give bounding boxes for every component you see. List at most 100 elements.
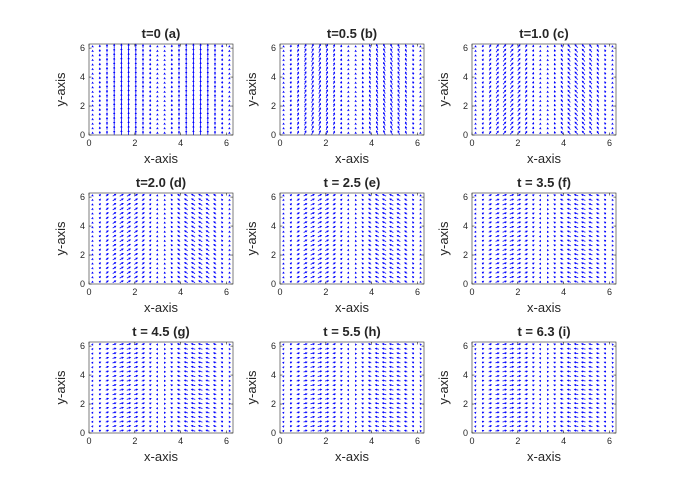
quiver-arrowhead — [283, 78, 285, 79]
quiver-arrowhead — [164, 91, 166, 92]
quiver-arrowhead — [420, 231, 421, 233]
quiver-arrowhead — [612, 268, 613, 270]
quiver-arrowhead — [229, 231, 230, 233]
quiver-arrowhead — [612, 227, 613, 229]
quiver-arrowhead — [355, 281, 356, 283]
quiver-arrowhead — [91, 426, 92, 428]
quiver-arrowhead — [355, 91, 357, 92]
quiver-arrowhead — [547, 91, 549, 92]
quiver-arrowhead — [229, 250, 230, 252]
quiver-arrowhead — [474, 240, 475, 242]
x-axis-label: x-axis — [527, 151, 561, 166]
quiver-arrowhead — [164, 227, 165, 229]
quiver-arrowhead — [539, 46, 541, 47]
quiver-arrowhead — [355, 240, 356, 242]
quiver-arrowhead — [164, 209, 165, 211]
quiver-arrowhead — [229, 96, 231, 97]
quiver-arrowhead — [283, 268, 284, 270]
quiver-arrowhead — [355, 96, 357, 97]
quiver-arrowhead — [92, 69, 94, 70]
subplot-title: t = 2.5 (e) — [324, 175, 381, 190]
quiver-arrows — [92, 44, 230, 135]
quiver-arrowhead — [420, 82, 422, 83]
quiver-arrowhead — [547, 272, 548, 274]
quiver-arrowhead — [612, 91, 614, 92]
quiver-arrowhead — [420, 119, 422, 120]
quiver-arrowhead — [347, 195, 348, 197]
quiver-arrowhead — [355, 101, 357, 102]
quiver-arrowhead — [92, 60, 94, 61]
quiver-arrowhead — [547, 55, 549, 56]
quiver-arrowhead — [474, 263, 475, 265]
quiver-arrowhead — [474, 281, 475, 283]
quiver-arrowhead — [347, 277, 348, 279]
quiver-arrowhead — [355, 227, 356, 229]
quiver-arrowhead — [612, 96, 614, 97]
quiver-arrowhead — [547, 218, 548, 220]
quiver-arrowhead — [283, 82, 285, 83]
quiver-arrowhead — [547, 245, 548, 247]
quiver-arrowhead — [539, 268, 540, 270]
quiver-arrowhead — [164, 105, 166, 106]
quiver-arrowhead — [156, 227, 157, 229]
quiver-arrowhead — [347, 240, 348, 242]
quiver-arrowhead — [547, 209, 548, 211]
quiver-arrowhead — [156, 236, 157, 238]
x-tick-label: 4 — [178, 287, 183, 297]
quiver-arrowhead — [283, 222, 284, 224]
quiver-arrowhead — [164, 281, 165, 283]
quiver-arrowhead — [539, 73, 541, 74]
quiver-arrowhead — [547, 101, 549, 102]
quiver-arrowhead — [355, 119, 357, 120]
quiver-arrowhead — [547, 82, 549, 83]
quiver-arrowhead — [475, 69, 477, 70]
quiver-arrowhead — [92, 64, 94, 65]
quiver-arrowhead — [347, 204, 348, 206]
quiver-arrowhead — [347, 200, 348, 202]
quiver-arrowhead — [229, 222, 230, 224]
quiver-arrowhead — [164, 78, 166, 79]
y-tick-label: 4 — [463, 221, 468, 231]
quiver-arrowhead — [283, 64, 285, 65]
quiver-arrowhead — [92, 55, 94, 56]
quiver-arrowhead — [92, 281, 93, 283]
quiver-arrowhead — [355, 114, 357, 115]
quiver-arrowhead — [355, 277, 356, 279]
quiver-arrowhead — [164, 195, 165, 197]
x-axis-label: x-axis — [335, 300, 369, 315]
quiver-arrowhead — [283, 218, 284, 220]
quiver-arrowhead — [612, 128, 614, 129]
quiver-arrowhead — [347, 209, 348, 211]
quiver-arrowhead — [474, 209, 475, 211]
quiver-arrowhead — [348, 82, 350, 83]
x-tick-label: 2 — [323, 138, 328, 148]
y-tick-label: 0 — [463, 130, 468, 140]
quiver-arrowhead — [229, 60, 231, 61]
quiver-arrowhead — [92, 110, 94, 111]
quiver-arrowhead — [92, 209, 93, 211]
quiver-arrowhead — [612, 200, 613, 202]
quiver-arrowhead — [474, 227, 475, 229]
quiver-arrowhead — [420, 227, 421, 229]
quiver-arrowhead — [420, 128, 422, 129]
quiver-arrowhead — [92, 78, 94, 79]
quiver-arrowhead — [475, 132, 477, 133]
quiver-arrowhead — [92, 236, 93, 238]
quiver-arrowhead — [164, 69, 166, 70]
plot-frame — [89, 44, 233, 135]
quiver-arrowhead — [420, 132, 422, 133]
y-axis-label: y-axis — [436, 221, 451, 255]
quiver-arrowhead — [92, 231, 93, 233]
quiver-arrowhead — [229, 69, 231, 70]
quiver-arrowhead — [420, 204, 421, 206]
quiver-arrowhead — [355, 263, 356, 265]
quiver-arrowhead — [92, 123, 94, 124]
quiver-arrowhead — [612, 69, 614, 70]
quiver-arrowhead — [547, 277, 548, 279]
x-tick-label: 4 — [369, 138, 374, 148]
quiver-arrowhead — [229, 209, 230, 211]
